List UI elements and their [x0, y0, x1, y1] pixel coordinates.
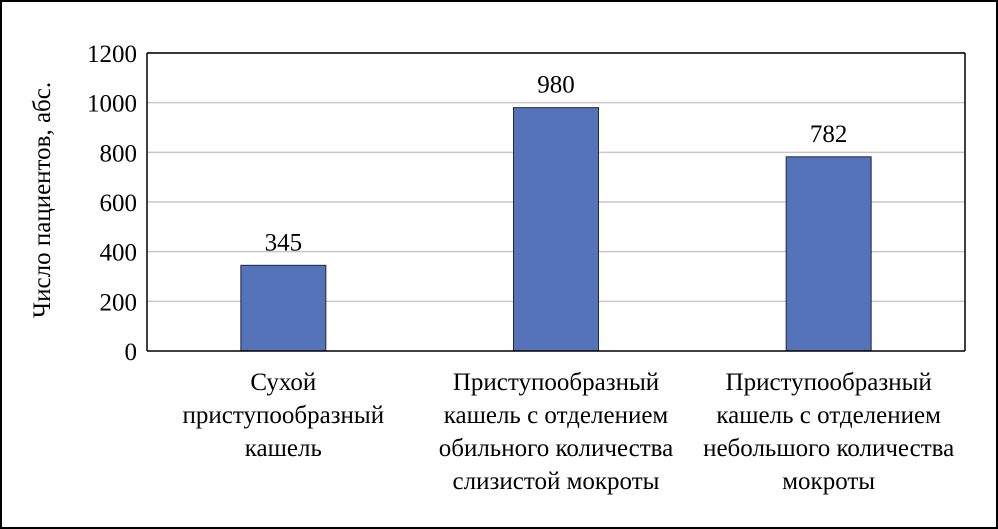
y-tick-label: 1000	[87, 91, 137, 118]
category-label-line: небольшого количества	[703, 435, 954, 462]
category-label-line: обильного количества	[439, 435, 674, 462]
category-label-line: Приступообразный	[726, 369, 932, 396]
category-label: Сухой приступообразный кашель	[183, 369, 385, 462]
category-label-line: приступообразный	[183, 402, 385, 429]
data-labels: 345 980 782	[265, 72, 848, 257]
category-label-line: кашель	[245, 435, 322, 462]
y-tick-label: 800	[100, 140, 138, 167]
category-label-line: Приступообразный	[453, 369, 659, 396]
y-tick-label: 400	[100, 240, 138, 267]
data-label: 782	[810, 121, 848, 148]
bars	[240, 107, 872, 352]
data-label: 345	[265, 229, 303, 256]
y-tick-labels: 0 200 400 600 800 1000 1200	[87, 41, 137, 366]
bar	[513, 107, 599, 352]
axes	[146, 52, 966, 352]
y-axis-label: Число пациентов, абс.	[29, 82, 56, 318]
category-label-line: кашель с отделением	[716, 402, 941, 429]
category-label-line: Сухой	[250, 369, 316, 396]
bar	[240, 264, 327, 352]
data-label: 980	[537, 72, 575, 99]
category-label-line: мокроты	[782, 468, 875, 495]
y-tick-label: 0	[125, 339, 138, 366]
bar	[785, 156, 872, 352]
y-tick-label: 200	[100, 289, 138, 316]
y-tick-label: 1200	[87, 41, 137, 68]
category-labels: Сухой приступообразный кашель Приступообраз…	[183, 369, 955, 495]
y-tick-label: 600	[100, 190, 138, 217]
category-label: Приступообразный кашель с отделением обиль…	[439, 369, 674, 495]
category-label-line: кашель с отделением	[444, 402, 669, 429]
category-label: Приступообразный кашель с отделением небол…	[703, 369, 954, 495]
category-label-line: слизистой мокроты	[453, 468, 660, 495]
